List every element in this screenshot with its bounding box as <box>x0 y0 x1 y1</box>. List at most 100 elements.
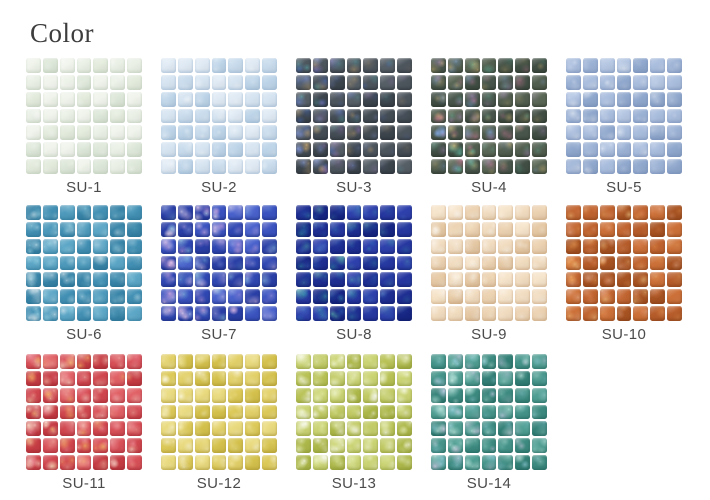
tile <box>329 91 345 107</box>
tile <box>194 74 210 90</box>
tile <box>194 421 210 437</box>
tile <box>650 221 666 237</box>
tile <box>211 255 227 271</box>
tile <box>127 306 142 321</box>
tile <box>582 58 598 73</box>
tile <box>296 108 311 124</box>
tile <box>262 354 277 369</box>
tile <box>228 58 244 73</box>
tile <box>515 438 531 454</box>
tile <box>177 438 193 454</box>
tile <box>262 159 277 174</box>
tile <box>296 387 311 403</box>
tile <box>329 142 345 158</box>
tile <box>329 108 345 124</box>
tile <box>161 404 176 420</box>
tile <box>380 91 396 107</box>
tile <box>211 205 227 220</box>
tile <box>110 455 126 470</box>
tile <box>161 91 176 107</box>
tile <box>447 421 463 437</box>
tile <box>650 125 666 141</box>
tile <box>262 289 277 305</box>
tile <box>667 306 682 321</box>
tile <box>177 91 193 107</box>
tile <box>667 289 682 305</box>
tile <box>667 125 682 141</box>
tile <box>177 421 193 437</box>
tile <box>93 370 109 386</box>
tile <box>329 354 345 369</box>
tile <box>447 370 463 386</box>
tile <box>161 289 176 305</box>
tile <box>447 455 463 470</box>
tile <box>532 255 547 271</box>
tile <box>498 238 514 254</box>
tile <box>59 238 75 254</box>
tile <box>76 387 92 403</box>
tile <box>161 387 176 403</box>
tile <box>26 438 41 454</box>
tile <box>42 387 58 403</box>
tile <box>532 455 547 470</box>
tile <box>532 58 547 73</box>
tile <box>127 205 142 220</box>
tile <box>380 421 396 437</box>
tile <box>346 370 362 386</box>
swatch-su-1: SU-1 <box>26 58 142 196</box>
tile <box>228 354 244 369</box>
tile <box>515 125 531 141</box>
tile <box>380 289 396 305</box>
tile <box>380 238 396 254</box>
tile <box>161 221 176 237</box>
tile <box>194 91 210 107</box>
tile <box>464 455 480 470</box>
tile <box>262 438 277 454</box>
tile <box>397 74 412 90</box>
tile <box>329 455 345 470</box>
tile <box>633 91 649 107</box>
tile <box>211 370 227 386</box>
tile <box>127 238 142 254</box>
tile <box>59 255 75 271</box>
tile <box>127 74 142 90</box>
tile <box>431 125 446 141</box>
tile <box>127 455 142 470</box>
tile <box>110 74 126 90</box>
tile <box>380 404 396 420</box>
tile <box>245 306 261 321</box>
tile <box>245 108 261 124</box>
tile <box>161 455 176 470</box>
tile <box>312 142 328 158</box>
tile <box>194 205 210 220</box>
tile <box>431 455 446 470</box>
tile <box>194 255 210 271</box>
tile <box>245 91 261 107</box>
tile <box>431 108 446 124</box>
tile <box>616 74 632 90</box>
tile <box>93 205 109 220</box>
tile <box>312 438 328 454</box>
tile <box>262 58 277 73</box>
tile <box>363 142 379 158</box>
tile <box>42 108 58 124</box>
tile-mosaic <box>26 205 142 321</box>
tile <box>245 370 261 386</box>
tile <box>245 421 261 437</box>
tile <box>110 159 126 174</box>
tile <box>42 91 58 107</box>
tile <box>363 255 379 271</box>
tile <box>312 58 328 73</box>
tile <box>650 306 666 321</box>
tile <box>59 404 75 420</box>
tile <box>228 404 244 420</box>
tile <box>633 125 649 141</box>
tile <box>76 289 92 305</box>
tile <box>515 370 531 386</box>
tile <box>211 142 227 158</box>
swatch-label: SU-14 <box>466 475 512 492</box>
tile <box>599 74 615 90</box>
tile <box>616 221 632 237</box>
tile <box>228 159 244 174</box>
tile <box>498 221 514 237</box>
